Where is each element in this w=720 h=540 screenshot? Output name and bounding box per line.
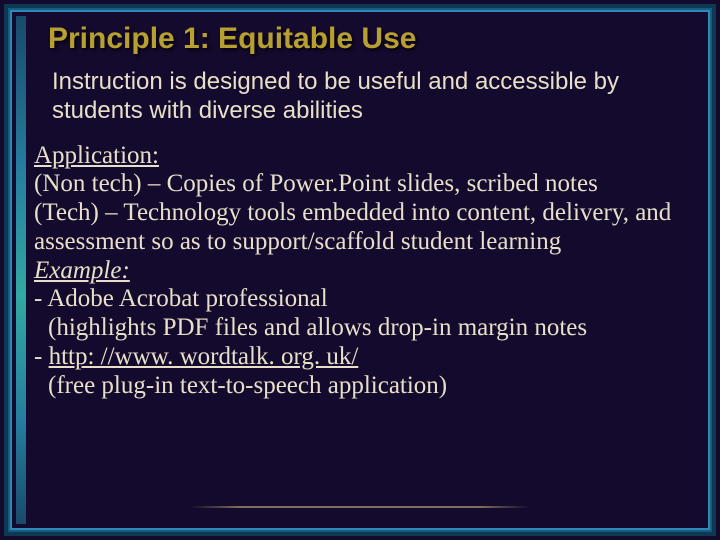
example1-line1: - Adobe Acrobat professional <box>34 285 700 314</box>
slide-intro: Instruction is designed to be useful and… <box>52 68 652 126</box>
bottom-divider <box>190 506 530 508</box>
slide-body: Application: (Non tech) – Copies of Powe… <box>34 142 700 401</box>
slide-title: Principle 1: Equitable Use <box>48 22 700 56</box>
tech-line: (Tech) – Technology tools embedded into … <box>34 199 700 257</box>
example2-prefix: - <box>34 343 49 370</box>
example-heading: Example: <box>34 257 130 284</box>
slide-content: Principle 1: Equitable Use Instruction i… <box>20 20 700 520</box>
example2-link[interactable]: http: //www. wordtalk. org. uk/ <box>49 343 359 370</box>
application-heading: Application: <box>34 142 159 169</box>
example1-line2: (highlights PDF files and allows drop-in… <box>34 314 700 343</box>
example2-desc: (free plug-in text-to-speech application… <box>34 372 700 401</box>
example2-desc-text: (free plug-in text-to-speech application… <box>48 372 447 399</box>
example2-link-line: - http: //www. wordtalk. org. uk/ <box>34 343 700 372</box>
example1-line2-text: (highlights PDF files and allows drop-in… <box>48 314 587 341</box>
nontech-line: (Non tech) – Copies of Power.Point slide… <box>34 170 700 199</box>
